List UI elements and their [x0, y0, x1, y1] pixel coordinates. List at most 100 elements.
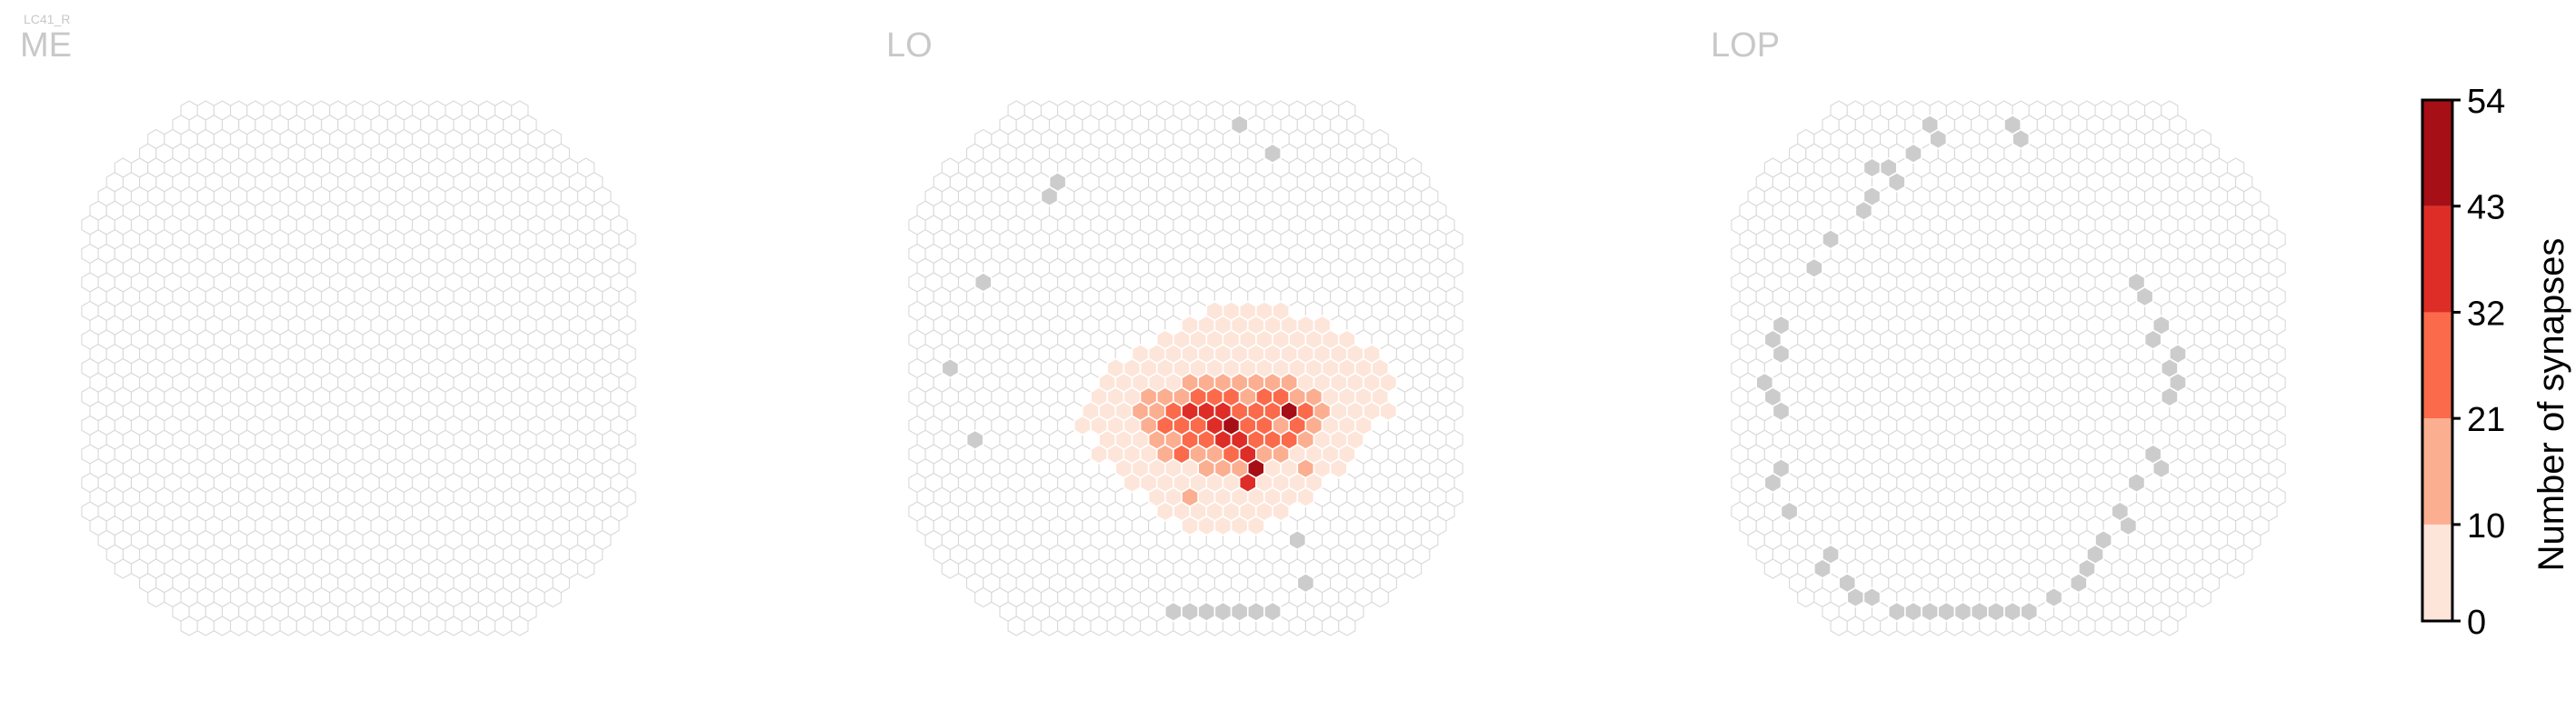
hex-cell-empty	[362, 616, 380, 636]
hex-cell-empty	[329, 616, 347, 636]
hex-cell-gray	[2119, 515, 2138, 536]
hex-panel-lo: LO	[886, 26, 1463, 636]
hex-cell-empty	[576, 558, 595, 579]
hex-cell-empty	[147, 586, 165, 608]
hex-cell-synapse	[1155, 501, 1174, 522]
hex-cell-gray	[1213, 601, 1233, 623]
hex-cell-gray	[2020, 601, 2039, 623]
hex-cell-empty	[461, 616, 479, 636]
colorbar-segment	[2422, 100, 2452, 206]
hex-cell-empty	[213, 616, 232, 636]
hex-cell-empty	[1322, 616, 1340, 636]
hex-cell-empty	[1862, 616, 1882, 636]
hex-cell-gray	[1040, 185, 1059, 207]
hex-cell-empty	[1023, 616, 1042, 636]
hex-cell-empty	[1090, 616, 1108, 636]
panel-title: ME	[20, 26, 72, 65]
hex-cell-gray	[1970, 601, 1989, 623]
hex-cell-empty	[196, 616, 215, 636]
hex-cell-empty	[1040, 616, 1059, 636]
colorbar-frame	[2421, 98, 2454, 623]
hex-cell-empty	[114, 558, 133, 579]
hex-cell-gray	[1246, 601, 1265, 623]
hex-cell-empty	[2111, 616, 2129, 636]
hex-cell-empty	[180, 616, 198, 636]
hex-cell-empty	[378, 616, 397, 636]
hex-cell-gray	[1854, 200, 1873, 222]
hex-cell-empty	[2044, 616, 2063, 636]
hex-cell-empty	[1007, 616, 1025, 636]
colorbar-tick-label: 10	[2467, 507, 2505, 546]
hex-panel-me: ME	[20, 26, 636, 636]
hex-cell-gray	[1230, 114, 1249, 135]
hex-cell-gray	[1763, 472, 1782, 494]
hex-cell-empty	[1139, 616, 1158, 636]
hex-cell-gray	[941, 357, 960, 379]
hex-cell-empty	[279, 616, 297, 636]
hex-cell-empty	[263, 616, 281, 636]
cell-type-label: LC41_R	[24, 12, 70, 26]
hex-cell-gray	[1887, 601, 1906, 623]
colorbar-segment	[2422, 205, 2452, 313]
hex-cell-gray	[1296, 572, 1315, 594]
hex-cell-gray	[1197, 601, 1216, 623]
colorbar-segment	[2422, 312, 2452, 419]
hex-cell-gray	[2127, 472, 2146, 494]
hex-cell-empty	[2094, 616, 2112, 636]
hex-cell-gray	[1772, 400, 1791, 422]
hex-cell-empty	[1073, 616, 1092, 636]
hex-cell-empty	[2062, 616, 2080, 636]
hex-cell-gray	[1181, 601, 1199, 623]
hex-cell-gray	[1937, 601, 1956, 623]
colorbar-tick-label: 0	[2467, 604, 2486, 642]
colorbar-label: Number of synapses	[2531, 238, 2571, 572]
hex-cell-gray	[1263, 143, 1282, 165]
hex-cell-synapse	[1329, 457, 1348, 479]
hex-cell-synapse	[1246, 515, 1265, 536]
hex-cell-gray	[1288, 529, 1307, 551]
colorbar-tick-label: 54	[2467, 83, 2505, 121]
hex-cell-synapse	[1123, 472, 1142, 494]
hex-cell-gray	[2069, 572, 2088, 594]
panel-title: LOP	[1711, 26, 1780, 65]
hex-cell-gray	[1921, 601, 1940, 623]
hex-cell-empty	[941, 558, 960, 579]
hex-cell-empty	[974, 586, 993, 608]
hex-cell-empty	[1371, 586, 1389, 608]
hex-cell-gray	[1164, 601, 1183, 623]
hex-cell-empty	[428, 616, 446, 636]
hex-cell-empty	[494, 616, 513, 636]
hex-cell-gray	[1263, 601, 1282, 623]
hex-cell-empty	[1846, 616, 1864, 636]
hex-cell-empty	[1304, 616, 1323, 636]
hex-cell-synapse	[1272, 501, 1291, 522]
hex-cell-gray	[1804, 257, 1823, 279]
hex-cell-empty	[1288, 616, 1306, 636]
hex-cell-empty	[2127, 616, 2146, 636]
hex-cell-gray	[1987, 601, 2005, 623]
colorbar-tick-label: 21	[2467, 401, 2505, 439]
hex-cell-gray	[2143, 329, 2162, 350]
colorbar-segment	[2422, 524, 2452, 621]
hex-cell-gray	[1904, 143, 1922, 165]
hex-cell-empty	[477, 616, 496, 636]
hex-cell-empty	[1403, 558, 1423, 579]
hex-cell-empty	[1763, 558, 1782, 579]
hex-cell-empty	[1797, 586, 1815, 608]
hex-cell-gray	[1813, 558, 1832, 579]
hex-cell-empty	[1057, 616, 1075, 636]
hex-cell-empty	[544, 586, 562, 608]
hex-cell-gray	[1862, 157, 1882, 178]
hex-cell-gray	[1772, 343, 1791, 365]
hex-panel-lop: LOP	[1711, 26, 2286, 636]
hex-cell-gray	[2160, 386, 2179, 407]
hex-cell-empty	[2144, 616, 2162, 636]
hex-cell-synapse	[1181, 515, 1199, 536]
colorbar-tick-label: 43	[2467, 189, 2505, 227]
hex-cell-empty	[312, 616, 331, 636]
hex-cell-empty	[394, 616, 414, 636]
hex-cell-gray	[2012, 128, 2031, 150]
panel-title: LO	[886, 26, 933, 65]
hex-cell-gray	[965, 429, 984, 451]
